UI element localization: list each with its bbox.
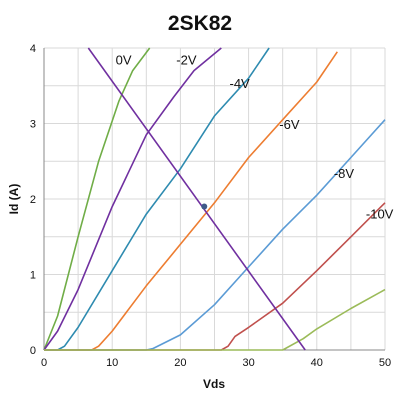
curve-label: -4V: [230, 76, 251, 91]
y-tick-label: 3: [30, 119, 36, 131]
x-tick-label: 50: [379, 357, 391, 369]
operating-point-marker: [201, 203, 208, 210]
series-line: [44, 51, 338, 351]
series-line: [44, 47, 270, 351]
tick-labels: 0 10 20 30 40 50 0 1 2 3 4: [30, 43, 391, 369]
series-line: [43, 47, 222, 351]
series-line: [44, 202, 386, 351]
x-tick-label: 10: [106, 357, 118, 369]
x-tick-label: 30: [242, 357, 254, 369]
chart-title: 2SK82: [168, 12, 232, 35]
y-axis-label: Id (A): [7, 184, 21, 215]
curve-label: 0V: [116, 53, 132, 68]
x-tick-label: 0: [41, 357, 47, 369]
y-tick-label: 4: [30, 43, 36, 55]
series-line: [44, 288, 386, 351]
curve-label: -8V: [334, 166, 355, 181]
y-tick-label: 1: [30, 270, 36, 282]
load-line: [87, 47, 306, 351]
curve-label: -2V: [176, 53, 197, 68]
x-tick-label: 40: [311, 357, 323, 369]
series-curves: [43, 47, 386, 351]
y-tick-label: 2: [30, 194, 36, 206]
curve-label: -6V: [279, 117, 300, 132]
x-axis-label: Vds: [203, 377, 225, 391]
curve-label: -10V: [366, 207, 394, 222]
curve-labels: 0V-2V-4V-6V-8V-10V-12V: [116, 53, 394, 222]
series-line: [43, 47, 151, 351]
x-tick-label: 20: [174, 357, 186, 369]
y-tick-label: 0: [30, 345, 36, 357]
